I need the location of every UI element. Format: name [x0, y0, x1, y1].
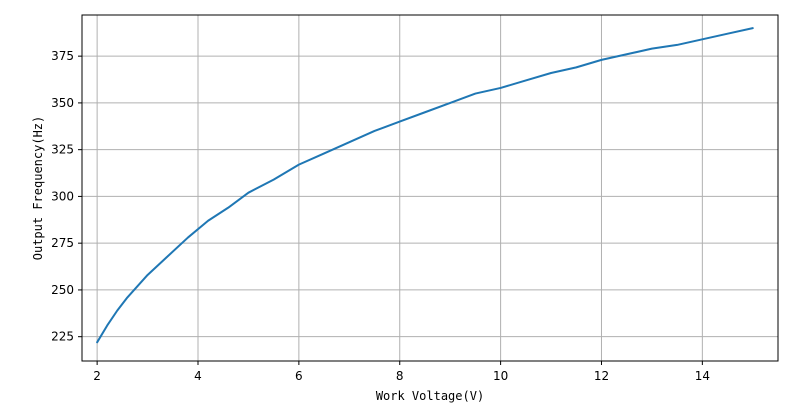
y-axis-title: Output Frequency(Hz): [31, 116, 45, 261]
y-tick-label: 300: [51, 189, 74, 203]
x-tick-label: 14: [695, 369, 710, 383]
x-axis-title: Work Voltage(V): [376, 389, 484, 403]
x-tick-label: 10: [493, 369, 508, 383]
series-layer: [96, 27, 754, 344]
series-line: [96, 27, 754, 344]
y-tick-label: 325: [51, 143, 74, 157]
x-tick-label: 2: [93, 369, 101, 383]
y-tick-label: 225: [51, 330, 74, 344]
y-tick-label: 275: [51, 236, 74, 250]
x-tick-label: 8: [396, 369, 404, 383]
tick-layer: 2 4 6 8 10 12 14 225 250 275 300 325 350 375: [51, 49, 710, 383]
x-tick-label: 4: [194, 369, 202, 383]
y-tick-label: 350: [51, 96, 74, 110]
y-tick-label: 375: [51, 49, 74, 63]
y-tick-label: 250: [51, 283, 74, 297]
x-tick-label: 12: [594, 369, 609, 383]
grid-layer: [82, 15, 778, 361]
plot-frame: [81, 14, 779, 362]
x-tick-label: 6: [295, 369, 303, 383]
